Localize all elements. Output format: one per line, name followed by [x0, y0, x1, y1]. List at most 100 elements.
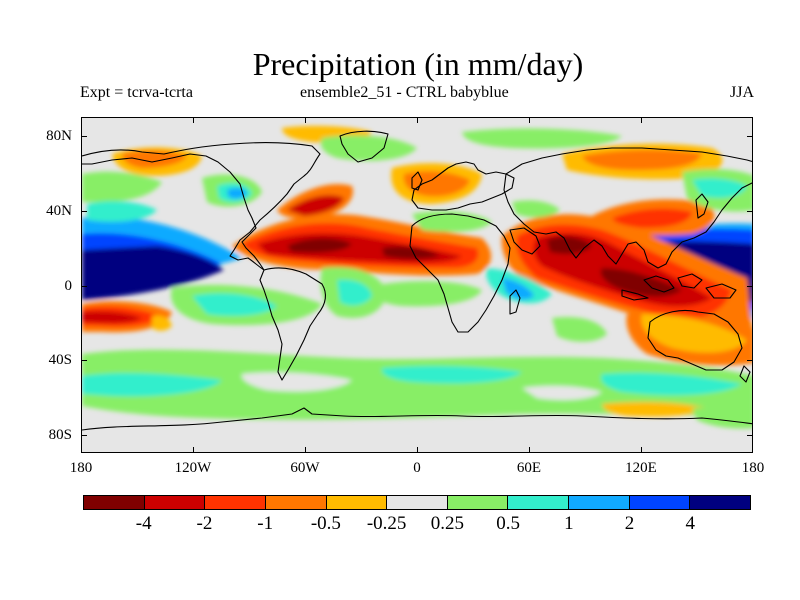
- coast-asia: [503, 147, 752, 269]
- siberia-dry-core: [582, 149, 702, 170]
- pacific-core-wet: [82, 246, 224, 300]
- colorbar-label-3: -0.5: [310, 513, 341, 534]
- tick-60w: [305, 447, 306, 453]
- colorbar-label-2: -1: [257, 513, 274, 534]
- lon-label-120e: 120E: [625, 460, 657, 476]
- tick-120e: [641, 447, 642, 453]
- precipitation-map: [81, 117, 753, 453]
- bay-bengal-dry-deep: [547, 236, 592, 254]
- tick-40s: [81, 360, 87, 361]
- lon-label-60w: 60W: [290, 460, 320, 476]
- lon-label-60e: 60E: [516, 460, 542, 476]
- south-atlantic-wet: [371, 281, 482, 307]
- coast-australia: [647, 309, 743, 371]
- map-field: [82, 118, 752, 452]
- southern-ocean-cyan-mid: [381, 365, 522, 384]
- north-pacific-wet: [82, 171, 162, 203]
- coast-arabia: [509, 227, 541, 255]
- tick-top-120e: [641, 117, 642, 123]
- tick-0: [81, 286, 87, 287]
- coast-indonesia-3: [621, 289, 649, 301]
- asia-wet-cyan: [692, 178, 747, 198]
- lat-label-40s: 40S: [48, 352, 72, 368]
- colorbar-label-7: 1: [564, 513, 574, 534]
- antarctic-wet: [692, 407, 752, 429]
- southern-africa-wet: [552, 316, 607, 342]
- tick-right-0: [747, 286, 753, 287]
- coast-greenland: [339, 130, 389, 163]
- colorbar-swatch-2: [205, 496, 266, 509]
- tick-right-40n: [747, 211, 753, 212]
- coast-antarctica: [82, 407, 752, 431]
- experiment-label: Expt = tcrva-tcrta: [80, 84, 193, 101]
- lat-label-40n: 40N: [46, 203, 72, 219]
- anomaly-field: [82, 125, 752, 429]
- tick-right-80s: [747, 435, 753, 436]
- tick-80s: [81, 435, 87, 436]
- colorbar-label-4: -0.25: [366, 513, 407, 534]
- arabia-wet: [512, 200, 560, 218]
- maritime-dry-deep: [600, 268, 682, 297]
- tick-top-0: [417, 117, 418, 123]
- coast-indonesia-1: [643, 275, 675, 293]
- tick-top-60w: [305, 117, 306, 123]
- coast-indonesia-2: [677, 273, 703, 289]
- coast-europe: [411, 161, 515, 211]
- coastlines: [82, 130, 752, 431]
- tick-80n: [81, 136, 87, 137]
- southern-ocean-wet: [82, 349, 752, 420]
- colorbar-swatch-9: [629, 496, 691, 509]
- lon-label-0: 0: [413, 460, 421, 476]
- colorbar-label-1: -2: [196, 513, 213, 534]
- coast-south-america: [259, 267, 327, 381]
- colorbar: [83, 495, 751, 510]
- north-america-dry-core: [122, 150, 187, 168]
- coast-africa: [409, 213, 511, 333]
- australia-dry: [641, 314, 747, 353]
- coast-madagascar: [509, 289, 521, 315]
- subtropical-pacific-wet: [87, 201, 157, 222]
- atlantic-north-wet: [320, 135, 417, 161]
- colorbar-swatch-5: [387, 496, 448, 509]
- south-pacific-dry-tip: [152, 315, 172, 331]
- coast-new-guinea: [705, 283, 737, 299]
- colorbar-swatch-3: [265, 496, 327, 509]
- lat-label-80s: 80S: [48, 427, 72, 443]
- arctic-wet: [462, 128, 622, 149]
- coast-uk: [411, 171, 423, 191]
- chart-title: Precipitation (in mm/day): [252, 46, 584, 82]
- colorbar-label-9: 4: [685, 513, 696, 534]
- tick-right-80n: [747, 136, 753, 137]
- colorbar-swatch-10: [690, 496, 751, 509]
- colorbar-swatch-1: [144, 496, 206, 509]
- south-atlantic-blue: [502, 278, 534, 300]
- colorbar-label-0: -4: [135, 513, 152, 534]
- tick-40n: [81, 211, 87, 212]
- tick-top-120w: [193, 117, 194, 123]
- southern-ocean-gap-1: [241, 372, 352, 392]
- ensemble-label: ensemble2_51 - CTRL babyblue: [300, 84, 509, 101]
- south-pacific-dry-core: [82, 311, 142, 324]
- tick-0-lon: [417, 447, 418, 453]
- coast-new-zealand: [739, 365, 751, 383]
- southern-ocean-cyan-west: [82, 373, 222, 397]
- colorbar-swatch-8: [569, 496, 630, 509]
- southern-ocean-cyan-east: [601, 372, 742, 396]
- coast-north-america: [82, 142, 321, 271]
- tick-120w: [193, 447, 194, 453]
- coast-japan: [695, 193, 709, 219]
- tick-top-60e: [529, 117, 530, 123]
- lat-label-0: 0: [64, 278, 73, 294]
- east-asia-dry-core: [612, 208, 692, 228]
- north-atlantic-dry-core: [287, 195, 344, 216]
- colorbar-swatch-0: [84, 496, 145, 509]
- lat-label-80n: 80N: [46, 128, 72, 144]
- tick-right-40s: [747, 360, 753, 361]
- lon-label-180e: 180: [741, 460, 765, 476]
- africa-dry-deep: [382, 246, 440, 259]
- colorbar-label-6: 0.5: [496, 513, 520, 534]
- southern-ocean-gap-2: [522, 385, 602, 400]
- south-pacific-wet-cyan: [192, 293, 277, 316]
- antarctic-dry: [602, 401, 707, 417]
- colorbar-swatch-7: [508, 496, 570, 509]
